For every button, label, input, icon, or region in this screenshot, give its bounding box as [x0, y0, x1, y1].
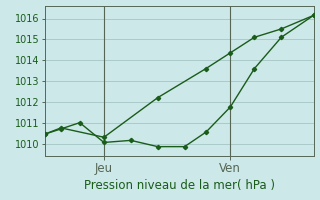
X-axis label: Pression niveau de la mer( hPa ): Pression niveau de la mer( hPa ): [84, 179, 275, 192]
